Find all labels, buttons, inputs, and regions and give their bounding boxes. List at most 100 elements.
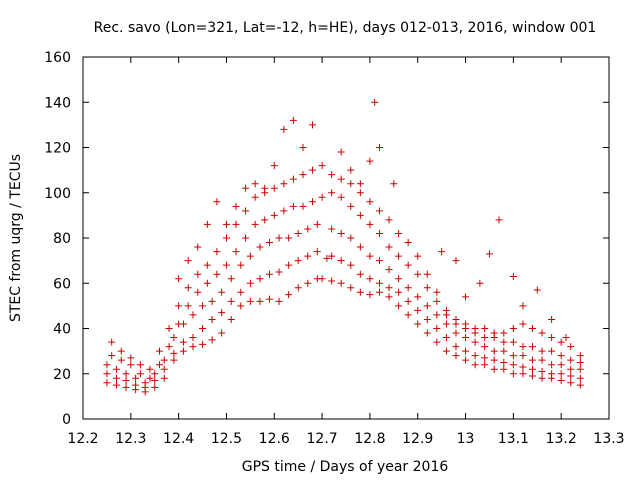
data-point	[366, 291, 374, 299]
data-point	[385, 266, 393, 274]
data-point	[375, 288, 383, 296]
data-point	[576, 358, 584, 366]
data-point	[347, 202, 355, 210]
data-point	[533, 286, 541, 294]
data-point	[567, 372, 575, 380]
data-point	[318, 162, 326, 170]
data-point	[275, 234, 283, 242]
data-point	[567, 379, 575, 387]
data-point	[237, 288, 245, 296]
data-point	[509, 361, 517, 369]
data-point	[366, 275, 374, 283]
data-point	[442, 320, 450, 328]
data-point	[246, 297, 254, 305]
data-point	[117, 356, 125, 364]
data-point	[395, 302, 403, 310]
data-point	[265, 270, 273, 278]
data-point	[471, 352, 479, 360]
data-point	[404, 311, 412, 319]
x-tick-label: 13.1	[498, 431, 529, 447]
data-point	[433, 311, 441, 319]
data-point	[576, 365, 584, 373]
axis-ticks: 12.2 12.3 12.4 12.5 12.6 12.7 12.8 12.9 13 13.1 13…	[44, 50, 624, 447]
data-point	[375, 144, 383, 151]
data-point	[557, 338, 565, 346]
data-point	[390, 180, 398, 188]
x-tick-label: 12.6	[259, 431, 290, 447]
data-point	[442, 306, 450, 314]
data-point	[309, 121, 317, 129]
data-point	[199, 325, 207, 332]
data-point	[280, 207, 288, 215]
data-point	[170, 356, 178, 364]
y-tick-label: 60	[53, 276, 71, 292]
data-point	[127, 354, 135, 362]
data-point	[146, 365, 154, 373]
data-point	[557, 370, 565, 378]
data-point	[203, 261, 211, 269]
data-point	[433, 297, 441, 305]
data-point	[557, 377, 565, 385]
data-point	[395, 288, 403, 296]
data-point	[414, 320, 422, 328]
data-point	[500, 338, 508, 346]
data-point	[500, 347, 508, 355]
data-point	[112, 365, 120, 373]
data-point	[218, 329, 226, 337]
data-point	[538, 347, 546, 355]
data-point	[251, 220, 259, 228]
data-point	[189, 311, 197, 319]
data-point	[256, 275, 264, 283]
data-point	[538, 329, 546, 337]
x-tick-label: 13	[457, 431, 475, 447]
data-point	[462, 356, 470, 364]
data-point	[414, 306, 422, 314]
data-point	[103, 379, 111, 387]
data-point	[199, 302, 207, 310]
data-point	[337, 193, 345, 201]
data-point	[189, 334, 197, 342]
data-point	[218, 288, 226, 296]
data-point	[557, 361, 565, 369]
data-point	[356, 211, 364, 219]
data-point	[490, 329, 498, 337]
data-point	[371, 98, 379, 106]
data-point	[433, 288, 441, 296]
data-point	[275, 268, 283, 276]
data-point	[414, 270, 422, 278]
data-point	[557, 352, 565, 360]
data-point	[242, 207, 250, 215]
data-point	[423, 315, 431, 323]
data-point	[548, 347, 556, 355]
data-point	[165, 325, 173, 332]
data-point	[347, 166, 355, 174]
data-point	[189, 343, 197, 351]
x-axis-label: GPS time / Days of year 2016	[242, 459, 449, 475]
data-point	[285, 261, 293, 269]
data-point	[414, 293, 422, 301]
data-point	[519, 343, 527, 351]
data-point	[313, 220, 321, 228]
data-point	[495, 216, 503, 224]
data-point	[318, 193, 326, 201]
data-point	[337, 279, 345, 287]
data-point	[132, 381, 140, 389]
data-point	[576, 381, 584, 389]
data-point	[294, 229, 302, 237]
y-tick-label: 120	[44, 141, 71, 157]
x-tick-label: 12.4	[163, 431, 194, 447]
data-point	[194, 288, 202, 296]
data-point	[132, 374, 140, 382]
data-point	[156, 347, 164, 355]
data-point	[519, 302, 527, 310]
data-point	[294, 257, 302, 265]
data-point	[232, 248, 240, 256]
data-point	[509, 338, 517, 346]
data-point	[299, 144, 307, 151]
data-point	[471, 338, 479, 346]
data-point	[146, 374, 154, 382]
chart-title: Rec. savo (Lon=321, Lat=-12, h=HE), days…	[94, 20, 597, 36]
data-point	[256, 243, 264, 251]
data-point	[500, 329, 508, 337]
x-tick-label: 12.2	[67, 431, 98, 447]
